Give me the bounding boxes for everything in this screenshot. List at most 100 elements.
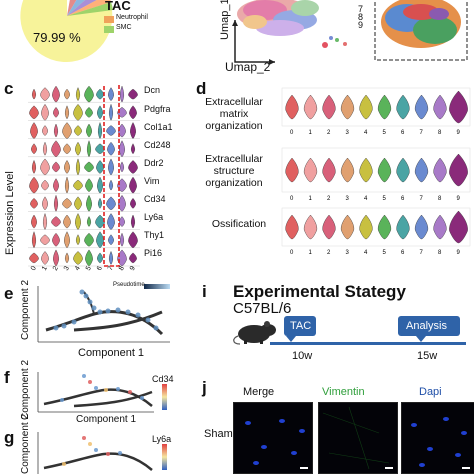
term-label: Extracellular matrix organization: [205, 96, 263, 132]
col-label-merge: Merge: [243, 386, 275, 398]
violin-mark: [84, 232, 94, 247]
gene-label: Cd248: [144, 140, 171, 150]
timeline-bar: [270, 342, 466, 345]
violin-mark: [130, 143, 136, 154]
panel-e-trajectory: [37, 284, 170, 343]
violin-mark: [285, 157, 299, 183]
cluster-label-7: 7: [358, 4, 364, 14]
legend-swatch-smc: [104, 26, 114, 33]
xtick-label: 9: [457, 196, 461, 202]
term-frame: [281, 147, 471, 193]
violin-mark: [31, 159, 37, 174]
violin-mark: [414, 214, 429, 240]
panel-c-ylabel: Expression Level: [4, 171, 16, 255]
xtick-label: 8: [438, 196, 442, 202]
violin-mark: [86, 216, 92, 227]
col-label-vimentin: Vimentin: [322, 386, 365, 398]
violin-mark: [433, 157, 447, 183]
violin-mark: [62, 198, 72, 209]
violin-mark: [64, 160, 70, 174]
violin-mark: [449, 210, 468, 244]
panel-c-label: c: [4, 79, 14, 98]
violin-mark: [62, 122, 72, 139]
xtick-label: 6: [401, 196, 405, 202]
xtick-label: 6: [401, 130, 405, 136]
violin-mark: [303, 214, 318, 240]
time-10w: 10w: [292, 350, 313, 362]
micrograph-vimentin: [318, 402, 398, 474]
violin-mark: [51, 216, 61, 227]
violin-mark: [106, 125, 116, 136]
panel-f-trajectory: [37, 372, 167, 413]
col-label-dapi: Dapi: [419, 386, 442, 398]
violin-mark: [449, 90, 468, 124]
violin-mark: [52, 232, 60, 247]
violin-mark: [96, 160, 104, 174]
violin-mark: [359, 157, 373, 183]
violin-mark: [42, 125, 48, 136]
violin-mark: [128, 160, 138, 174]
micrograph-dapi: [401, 402, 474, 474]
violin-mark: [85, 107, 93, 118]
violin-mark: [52, 161, 60, 173]
pie-slice-green: [67, 2, 113, 16]
violin-mark: [75, 87, 81, 101]
xtick-label: 7: [420, 250, 424, 256]
micrograph-merge: [233, 402, 313, 474]
panel-e-colorbar-label: Pseudotime: [113, 282, 145, 288]
violin-mark: [303, 157, 318, 183]
violin-mark: [285, 94, 299, 120]
time-15w: 15w: [417, 350, 438, 362]
violin-mark: [377, 214, 392, 240]
violin-mark: [129, 252, 137, 264]
violin-mark: [64, 252, 70, 264]
mouse-icon: [233, 321, 276, 345]
panel-f-xlabel: Component 1: [76, 414, 137, 425]
violin-mark: [75, 234, 81, 245]
gene-label: Vim: [144, 176, 160, 186]
violin-mark: [130, 122, 136, 139]
violin-mark: [31, 214, 37, 229]
violin-mark: [108, 158, 114, 176]
panel-c-violin-grid: [28, 84, 140, 267]
row-label-sham: Sham: [204, 428, 233, 440]
violin-mark: [75, 213, 81, 230]
violin-mark: [40, 158, 50, 176]
violin-mark: [359, 94, 373, 120]
violin-mark: [377, 157, 392, 183]
violin-mark: [97, 252, 103, 264]
violin-mark: [84, 161, 94, 173]
analysis-step-label: Analysis: [406, 320, 447, 332]
tac-step-box: [284, 316, 316, 336]
violin-mark: [449, 153, 468, 187]
violin-mark: [119, 216, 125, 227]
umap-ylabel: Umap_1: [219, 0, 231, 40]
violin-mark: [396, 94, 410, 120]
violin-mark: [40, 87, 50, 101]
xtick-label: 5: [383, 130, 387, 136]
violin-mark: [128, 231, 138, 248]
violin-mark: [130, 198, 136, 209]
violin-mark: [74, 196, 82, 211]
panel-f-ylabel: Component 2: [20, 359, 31, 420]
cluster-label-8: 8: [358, 12, 364, 22]
violin-mark: [128, 88, 138, 100]
violin-mark: [97, 121, 103, 139]
violin-mark: [85, 178, 93, 192]
tac-step-label: TAC: [290, 320, 312, 332]
umap-points: [237, 0, 347, 48]
xtick-label: 9: [457, 250, 461, 256]
gene-label: Col1a1: [144, 122, 173, 132]
umap-axis: [234, 20, 275, 63]
violin-mark: [108, 103, 114, 121]
gene-label: Thy1: [144, 230, 165, 240]
violin-mark: [63, 214, 71, 229]
pie-chart: [20, 0, 113, 62]
violin-mark: [340, 214, 355, 240]
violin-mark: [303, 94, 318, 120]
pseudotime-colorbar: [144, 284, 170, 289]
violin-mark: [129, 176, 137, 194]
violin-mark: [322, 157, 336, 183]
violin-mark: [31, 88, 37, 100]
violin-mark: [84, 85, 94, 103]
